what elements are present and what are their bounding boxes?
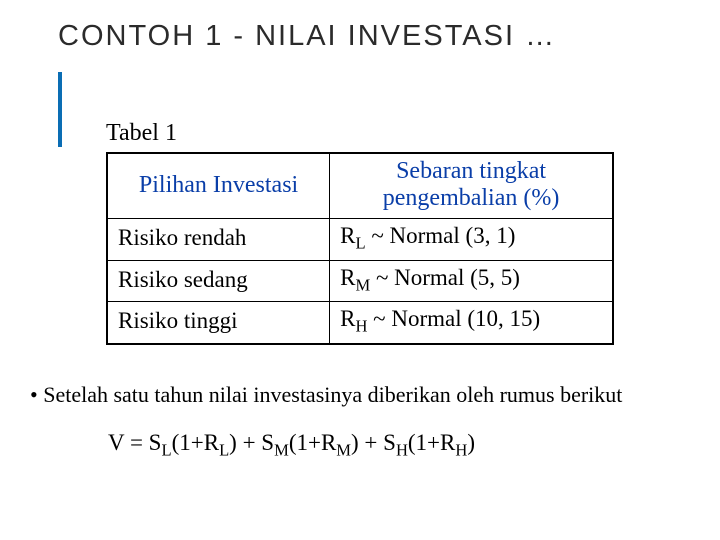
bullet-text: Setelah satu tahun nilai investasinya di… bbox=[43, 382, 622, 407]
row-label: Risiko tinggi bbox=[107, 302, 330, 344]
bullet-line: • Setelah satu tahun nilai investasinya … bbox=[30, 382, 622, 408]
row-distribution: RH ~ Normal (10, 15) bbox=[330, 302, 613, 344]
col1-header: Pilihan Investasi bbox=[107, 153, 330, 219]
formula: V = SL(1+RL) + SM(1+RM) + SH(1+RH) bbox=[108, 430, 475, 461]
table-row: Risiko rendahRL ~ Normal (3, 1) bbox=[107, 219, 613, 261]
row-label: Risiko rendah bbox=[107, 219, 330, 261]
table-row: Risiko tinggiRH ~ Normal (10, 15) bbox=[107, 302, 613, 344]
bullet-marker: • bbox=[30, 382, 43, 407]
table-header-row: Pilihan Investasi Sebaran tingkat pengem… bbox=[107, 153, 613, 219]
col2-header-line1: Sebaran tingkat bbox=[396, 158, 546, 184]
investment-table: Pilihan Investasi Sebaran tingkat pengem… bbox=[106, 152, 614, 345]
row-distribution: RL ~ Normal (3, 1) bbox=[330, 219, 613, 261]
accent-bar bbox=[58, 72, 62, 147]
row-label: Risiko sedang bbox=[107, 260, 330, 302]
row-distribution: RM ~ Normal (5, 5) bbox=[330, 260, 613, 302]
col2-header-line2: pengembalian (%) bbox=[383, 185, 560, 211]
col2-header: Sebaran tingkat pengembalian (%) bbox=[330, 153, 613, 219]
slide-title: CONTOH 1 - NILAI INVESTASI … bbox=[58, 20, 556, 53]
table-caption: Tabel 1 bbox=[106, 120, 177, 147]
table-row: Risiko sedangRM ~ Normal (5, 5) bbox=[107, 260, 613, 302]
